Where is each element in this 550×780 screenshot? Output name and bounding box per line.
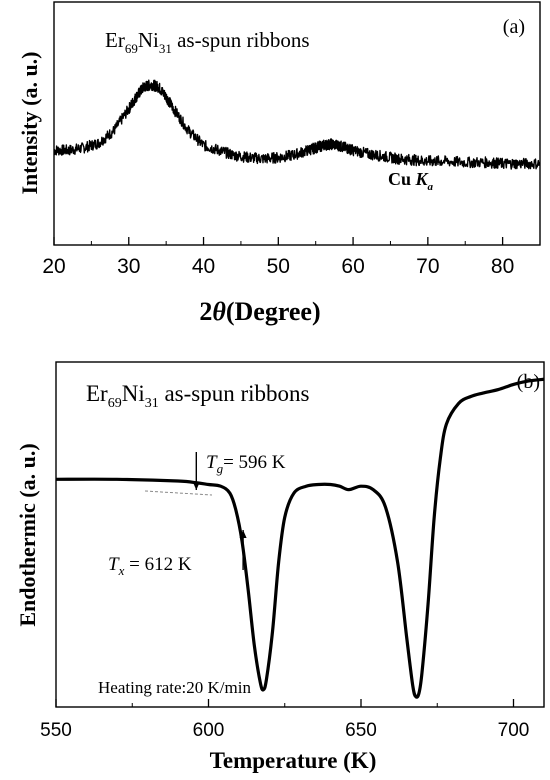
tx-arrow xyxy=(239,530,247,570)
panel-b-x-tick-labels: 550 600 650 700 xyxy=(40,720,529,741)
panel-a-x-ticks xyxy=(53,237,504,245)
panel-a-series-line xyxy=(53,79,541,170)
panel-a: 20 30 40 50 60 70 80 (a) Er69Ni31 as-spun ribb… xyxy=(17,1,541,326)
panel-a-x-tick-label: 30 xyxy=(117,255,140,278)
panel-b-series xyxy=(55,377,545,699)
panel-a-x-tick-label: 40 xyxy=(192,255,215,278)
panel-b: 550 600 650 700 (b) Er69Ni31 as-spun ribbon… xyxy=(15,361,545,773)
tg-baseline-extrapolation xyxy=(144,490,213,496)
heating-rate-label: Heating rate:20 K/min xyxy=(98,678,251,697)
panel-b-x-tick-label: 600 xyxy=(193,720,225,741)
panel-b-series-line xyxy=(55,377,545,699)
panel-a-annotation: Er69Ni31 as-spun ribbons xyxy=(105,28,310,56)
panel-a-x-tick-label: 20 xyxy=(42,255,65,278)
tx-arrow-head xyxy=(239,530,247,538)
panel-b-x-axis-label: Temperature (K) xyxy=(210,748,377,773)
panel-a-label: (a) xyxy=(503,16,525,38)
panel-b-x-tick-label: 700 xyxy=(498,720,530,741)
tg-label: Tg= 596 K xyxy=(206,452,286,476)
panel-a-source-label: Cu Ka xyxy=(388,169,434,193)
panel-a-x-axis-label: 2θ(Degree) xyxy=(199,297,320,326)
panel-a-x-tick-label: 50 xyxy=(267,255,290,278)
panel-a-frame xyxy=(53,1,541,246)
panel-b-x-ticks xyxy=(55,699,515,707)
tg-arrow xyxy=(192,452,200,490)
panel-a-x-tick-labels: 20 30 40 50 60 70 80 xyxy=(42,255,514,278)
panel-b-annotation: Er69Ni31 as-spun ribbons xyxy=(86,381,310,411)
panel-a-y-axis-label: Intensity (a. u.) xyxy=(17,51,42,194)
panel-a-x-tick-label: 70 xyxy=(416,255,439,278)
panel-b-frame xyxy=(55,361,545,708)
panel-b-x-tick-label: 550 xyxy=(40,720,72,741)
panel-a-x-tick-label: 80 xyxy=(491,255,514,278)
tg-arrow-head xyxy=(192,482,200,490)
panel-a-series xyxy=(53,79,541,170)
panel-b-label: (b) xyxy=(517,371,540,393)
panel-a-x-tick-label: 60 xyxy=(341,255,364,278)
panel-b-y-axis-label: Endothermic (a. u.) xyxy=(15,443,40,626)
tx-label: Tx = 612 K xyxy=(108,554,192,578)
panel-b-x-tick-label: 650 xyxy=(345,720,377,741)
